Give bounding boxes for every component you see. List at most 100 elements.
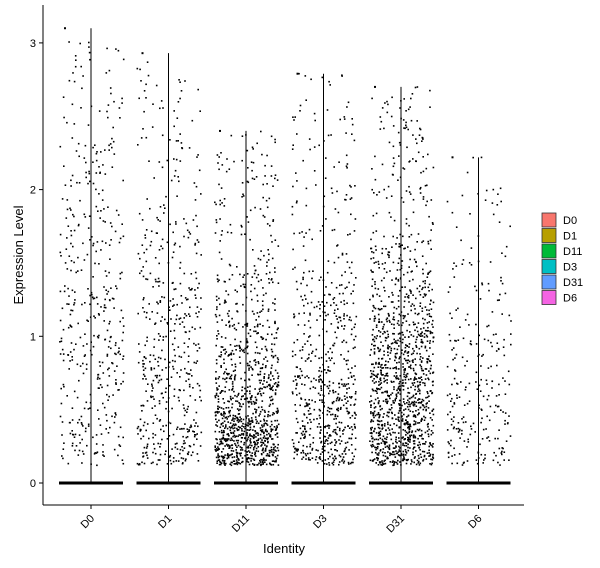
data-point [340, 440, 343, 442]
data-point [469, 340, 472, 342]
data-point [337, 321, 340, 324]
data-point [222, 422, 224, 424]
data-point [387, 336, 390, 338]
data-point [430, 308, 433, 310]
data-point [81, 423, 83, 426]
data-point [101, 386, 103, 389]
data-point [197, 154, 199, 156]
data-point [272, 281, 274, 284]
data-point [501, 282, 504, 285]
data-point [122, 358, 124, 360]
data-point [70, 185, 72, 187]
data-point [304, 398, 307, 401]
data-point [500, 200, 502, 203]
data-point [378, 321, 381, 323]
data-point [502, 411, 504, 413]
data-point [495, 333, 497, 335]
data-point [333, 166, 335, 168]
data-point [463, 461, 465, 464]
data-point [369, 440, 371, 442]
data-point [409, 410, 412, 412]
data-point [106, 47, 108, 50]
data-point [419, 383, 421, 386]
data-point [173, 288, 175, 291]
data-point [418, 389, 421, 392]
data-point [104, 270, 107, 272]
data-point [428, 313, 431, 315]
data-point [321, 460, 324, 462]
data-point [294, 375, 296, 378]
data-point [275, 389, 277, 391]
data-point [323, 404, 325, 407]
data-point [428, 355, 430, 358]
data-point [111, 166, 114, 168]
data-point [461, 464, 464, 466]
data-point [426, 200, 428, 203]
data-point [396, 377, 398, 380]
data-point [323, 462, 326, 465]
data-point [234, 363, 237, 366]
data-point [79, 442, 81, 444]
data-point [234, 365, 237, 368]
data-point [406, 329, 408, 332]
data-point [330, 134, 332, 136]
data-point [307, 320, 310, 322]
data-point [112, 394, 114, 396]
data-point [373, 315, 376, 318]
data-point [388, 346, 391, 348]
data-point [327, 443, 329, 445]
data-point [479, 443, 481, 446]
data-point [383, 323, 385, 326]
data-point [246, 149, 249, 152]
data-point [239, 462, 242, 465]
data-point [391, 246, 393, 248]
data-point [404, 442, 407, 444]
data-point [330, 407, 333, 410]
data-point [390, 411, 393, 414]
data-point [89, 294, 91, 297]
data-point [309, 387, 312, 390]
data-point [175, 140, 178, 142]
data-point [270, 451, 273, 453]
data-point [319, 437, 321, 439]
data-point [188, 287, 190, 289]
data-point [400, 311, 403, 313]
data-point [228, 168, 231, 170]
data-point [225, 301, 227, 303]
data-point [137, 425, 140, 428]
data-point [267, 384, 270, 386]
data-point [218, 419, 220, 422]
data-point [466, 446, 468, 448]
data-point [387, 312, 390, 315]
data-point [195, 214, 197, 217]
data-point [392, 451, 394, 453]
data-point [406, 375, 408, 378]
data-point [156, 463, 158, 466]
data-point [228, 412, 231, 414]
data-point [392, 447, 395, 449]
data-point [216, 442, 219, 445]
data-point [488, 419, 491, 422]
data-point [122, 372, 125, 374]
data-point [199, 110, 201, 112]
data-point [265, 365, 267, 367]
data-point [312, 441, 314, 444]
data-point [344, 271, 346, 273]
data-point [200, 431, 203, 434]
data-point [296, 133, 298, 135]
data-point [73, 215, 75, 218]
data-point [384, 262, 386, 264]
data-point [334, 331, 336, 334]
data-point [234, 418, 236, 420]
data-point [82, 372, 85, 375]
data-point [194, 328, 196, 330]
data-point [428, 428, 430, 431]
data-point [188, 445, 191, 447]
data-point [227, 456, 230, 459]
data-point [426, 391, 429, 393]
data-point [246, 438, 249, 440]
data-point [302, 430, 304, 433]
data-point [311, 352, 313, 354]
data-point [217, 162, 219, 164]
data-point [425, 349, 428, 352]
